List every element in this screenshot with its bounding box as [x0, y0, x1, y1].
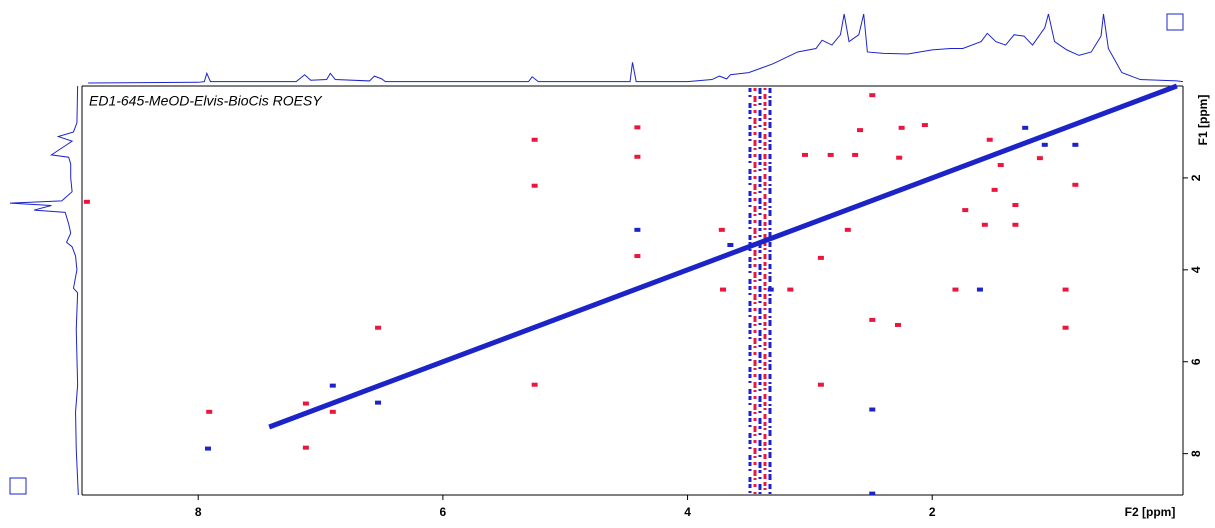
cross-peak [1072, 142, 1079, 147]
cross-peak [1036, 156, 1043, 161]
cross-peak [767, 287, 774, 292]
x-tick-label: 4 [684, 505, 691, 519]
cross-peak [827, 152, 834, 157]
cross-peak [1012, 222, 1019, 227]
cross-peak [817, 382, 824, 387]
cross-peak [375, 400, 382, 405]
cross-peak [329, 409, 336, 414]
cross-peak [720, 287, 727, 292]
t1-noise [748, 88, 772, 494]
cross-peak [869, 407, 876, 412]
cross-peak [302, 401, 309, 406]
cross-peak [976, 287, 983, 292]
cross-peak [894, 322, 901, 327]
chart-title: ED1-645-MeOD-Elvis-BioCis ROESY [89, 93, 323, 109]
cross-peak [896, 155, 903, 160]
x-tick-label: 2 [929, 505, 936, 519]
cross-peak [634, 227, 641, 232]
cross-peak [1022, 125, 1029, 130]
cross-peak [1062, 325, 1069, 330]
cross-peak [205, 446, 212, 451]
f2-projection [88, 13, 1184, 84]
y-tick-label: 8 [1189, 450, 1203, 457]
cross-peak [981, 222, 988, 227]
cross-peak [852, 152, 859, 157]
x-axis-label: F2 [ppm] [1125, 505, 1176, 519]
cross-peak [986, 137, 993, 142]
y-axis-label: F1 [ppm] [1196, 95, 1210, 146]
cross-peak [727, 243, 734, 248]
cross-peak [1012, 203, 1019, 208]
cross-peak [375, 325, 382, 330]
cross-peak [801, 152, 808, 157]
x-tick-label: 8 [195, 505, 202, 519]
y-tick-label: 6 [1189, 358, 1203, 365]
diagonal [268, 83, 1178, 430]
y-tick-label: 2 [1189, 174, 1203, 181]
f1-projection [9, 85, 79, 496]
cross-peak [869, 317, 876, 322]
cross-peak [634, 154, 641, 159]
corner-box[interactable] [9, 477, 27, 495]
y-tick-label: 4 [1189, 266, 1203, 273]
cross-peak [962, 208, 969, 213]
cross-peak [787, 287, 794, 292]
cross-peak [531, 183, 538, 188]
cross-peak [991, 187, 998, 192]
cross-peak [1041, 142, 1048, 147]
cross-peak [634, 254, 641, 259]
cross-peak [952, 287, 959, 292]
cross-peak [921, 123, 928, 128]
x-tick-label: 6 [440, 505, 447, 519]
cross-peak [997, 163, 1004, 168]
cross-peak [898, 125, 905, 130]
cross-peak [869, 93, 876, 98]
cross-peak [857, 128, 864, 133]
cross-peak [817, 255, 824, 260]
cross-peak [531, 382, 538, 387]
cross-peak [1072, 182, 1079, 187]
cross-peak [83, 199, 90, 204]
cross-peak [718, 227, 725, 232]
cross-peak [206, 409, 213, 414]
cross-peak [1062, 287, 1069, 292]
cross-peak [869, 491, 876, 496]
cross-peak [302, 445, 309, 450]
corner-box[interactable] [1166, 13, 1184, 31]
cross-peak [634, 125, 641, 130]
cross-peak [844, 227, 851, 232]
cross-peak [531, 137, 538, 142]
cross-peak [329, 383, 336, 388]
